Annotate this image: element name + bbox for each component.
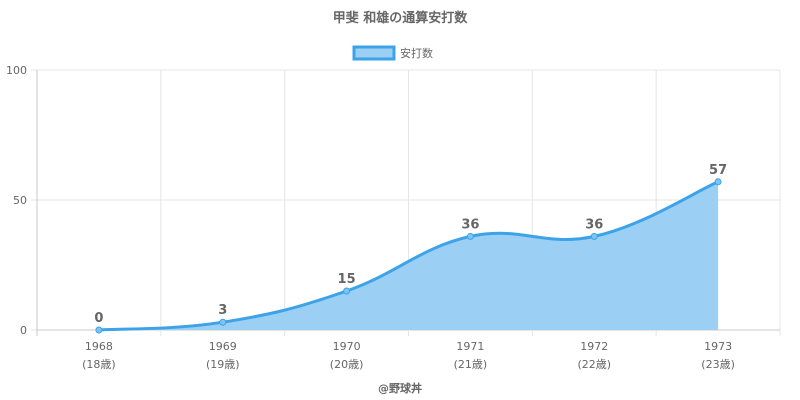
y-tick-label: 50	[13, 194, 27, 207]
x-tick-sublabel: (23歳)	[701, 358, 735, 371]
data-label: 15	[338, 272, 356, 287]
x-tick-sublabel: (18歳)	[82, 358, 116, 371]
data-point[interactable]	[219, 318, 227, 326]
x-tick-sublabel: (20歳)	[330, 358, 364, 371]
series-line	[98, 180, 719, 332]
x-tick-sublabel: (21歳)	[454, 358, 488, 371]
data-labels: 0 3 15 36 36 57	[94, 163, 727, 326]
data-point[interactable]	[714, 178, 722, 186]
series-hits	[95, 178, 722, 334]
y-tick-label: 0	[20, 324, 27, 337]
data-point[interactable]	[343, 287, 351, 295]
chart-title: 甲斐 和雄の通算安打数	[333, 10, 469, 26]
x-tick-label: 1970	[333, 340, 361, 353]
x-tick-label: 1973	[704, 340, 732, 353]
x-tick-label: 1969	[209, 340, 237, 353]
series-area-fill	[98, 181, 719, 330]
data-label: 36	[461, 217, 479, 232]
data-label: 36	[585, 217, 603, 232]
x-tick-label: 1971	[456, 340, 484, 353]
x-tick-label: 1968	[85, 340, 113, 353]
data-point[interactable]	[95, 326, 103, 334]
x-tick-label: 1972	[580, 340, 608, 353]
legend[interactable]: 安打数	[352, 45, 433, 61]
credit-text: @野球丼	[378, 381, 422, 395]
data-point[interactable]	[466, 232, 474, 240]
x-tick-sublabel: (22歳)	[577, 358, 611, 371]
y-tick-label: 100	[6, 64, 27, 77]
data-label: 57	[709, 163, 727, 178]
y-axis-ticks: 0 50 100	[6, 64, 27, 337]
x-tick-sublabel: (19歳)	[206, 358, 240, 371]
legend-label: 安打数	[400, 46, 433, 60]
data-point[interactable]	[590, 232, 598, 240]
data-label: 0	[94, 311, 103, 326]
data-label: 3	[218, 303, 227, 318]
x-axis-ticks: 1968 (18歳) 1969 (19歳) 1970 (20歳) 1971 (21歳) 1972…	[82, 340, 735, 371]
legend-swatch	[352, 45, 396, 61]
